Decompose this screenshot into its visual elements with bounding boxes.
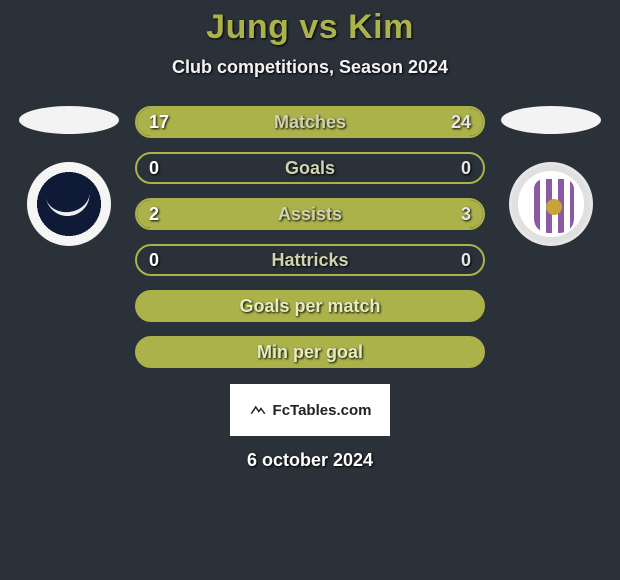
stat-bar: 17 Matches 24 xyxy=(135,106,485,138)
stat-value-right: 0 xyxy=(461,250,471,271)
stat-bar: 2 Assists 3 xyxy=(135,198,485,230)
stat-label: Goals per match xyxy=(239,296,380,317)
stat-label: Goals xyxy=(285,158,335,179)
page-subtitle: Club competitions, Season 2024 xyxy=(172,57,448,78)
stat-value-left: 2 xyxy=(149,204,159,225)
stat-bar: 0 Goals 0 xyxy=(135,152,485,184)
left-side xyxy=(19,106,119,246)
player-avatar-left xyxy=(19,106,119,134)
stat-bar: 0 Hattricks 0 xyxy=(135,244,485,276)
club-logo-left-icon xyxy=(46,189,93,219)
attribution-text: FcTables.com xyxy=(273,402,372,419)
club-badge-left xyxy=(27,162,111,246)
stat-label: Assists xyxy=(278,204,342,225)
stat-value-right: 3 xyxy=(461,204,471,225)
stat-bar: Goals per match xyxy=(135,290,485,322)
attribution-badge[interactable]: FcTables.com xyxy=(230,384,390,436)
stat-value-left: 17 xyxy=(149,112,169,133)
stat-bars: 17 Matches 24 0 Goals 0 2 Assists 3 0 Hattricks 0 Go… xyxy=(135,106,485,368)
comparison-panel: 17 Matches 24 0 Goals 0 2 Assists 3 0 Hattricks 0 Go… xyxy=(10,106,610,368)
stat-value-right: 24 xyxy=(451,112,471,133)
fctables-logo-icon xyxy=(249,401,267,419)
stat-label: Min per goal xyxy=(257,342,363,363)
club-badge-right xyxy=(509,162,593,246)
stat-bar: Min per goal xyxy=(135,336,485,368)
stat-value-right: 0 xyxy=(461,158,471,179)
right-side xyxy=(501,106,601,246)
stat-label: Hattricks xyxy=(271,250,348,271)
stat-value-left: 0 xyxy=(149,158,159,179)
stat-label: Matches xyxy=(274,112,346,133)
snapshot-date: 6 october 2024 xyxy=(247,450,373,471)
player-avatar-right xyxy=(501,106,601,134)
stat-value-left: 0 xyxy=(149,250,159,271)
page-title: Jung vs Kim xyxy=(206,8,414,47)
